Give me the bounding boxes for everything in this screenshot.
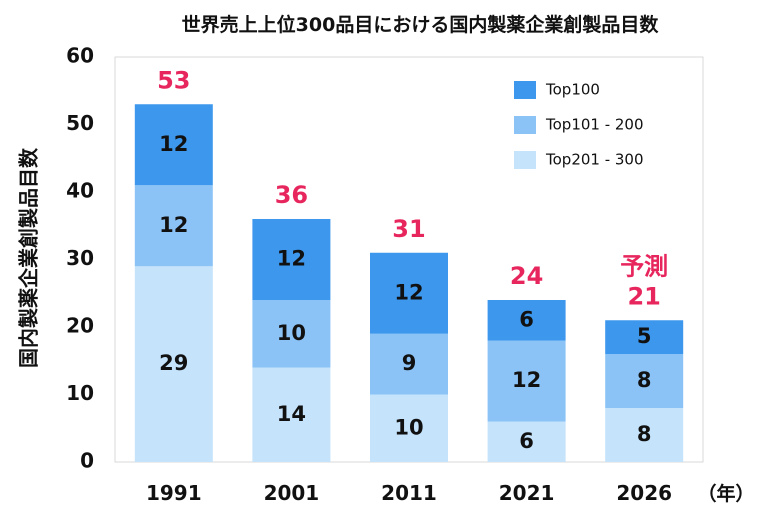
bar-segment — [134, 185, 213, 267]
legend-label: Top101 - 200 — [545, 116, 644, 134]
bar-segment — [605, 320, 684, 354]
chart-title: 世界売上上位300品目における国内製薬企業創製品目数 — [182, 13, 660, 36]
legend-label: Top201 - 300 — [545, 151, 644, 169]
bar-value-label: 12 — [159, 213, 188, 237]
bar-value-label: 8 — [637, 368, 652, 392]
x-axis: 1991 2001 2011 2021 2026 — [146, 481, 672, 505]
bar-value-label: 12 — [394, 280, 423, 304]
bar-value-label: 8 — [637, 422, 652, 446]
bar-value-label: 12 — [159, 132, 188, 156]
legend-label: Top100 — [545, 81, 600, 99]
bar-value-label: 12 — [277, 247, 306, 271]
bar-total-label: 53 — [157, 66, 190, 94]
y-tick-label: 0 — [80, 449, 94, 473]
bar-value-label: 10 — [394, 415, 423, 439]
bar-segment — [252, 367, 331, 462]
bar-total-label: 36 — [275, 181, 308, 209]
bar-total-label: 21 — [627, 282, 660, 310]
bar-value-label: 12 — [512, 368, 541, 392]
x-tick-label: 2021 — [499, 481, 555, 505]
x-tick-label: 2001 — [264, 481, 320, 505]
bar-segment — [370, 333, 448, 395]
bar-segment — [134, 266, 213, 462]
x-tick-label: 2026 — [616, 481, 672, 505]
bar-segment — [252, 300, 331, 368]
y-tick-label: 40 — [66, 179, 94, 203]
x-tick-label: 1991 — [146, 481, 202, 505]
bar-value-label: 14 — [277, 402, 306, 426]
bar-segment — [370, 252, 448, 334]
y-tick-label: 10 — [66, 381, 94, 405]
bar-value-label: 9 — [402, 351, 417, 375]
legend-swatch — [514, 151, 536, 169]
bar-segment — [487, 300, 566, 341]
y-tick-label: 50 — [66, 111, 94, 135]
bar-segment — [370, 394, 448, 462]
bar-segment — [487, 421, 566, 462]
y-tick-label: 20 — [66, 314, 94, 338]
bar-value-label: 29 — [159, 351, 188, 375]
y-tick-label: 60 — [66, 44, 94, 68]
legend-swatch — [514, 81, 536, 99]
forecast-annotation: 予測 — [620, 252, 668, 280]
y-tick-label: 30 — [66, 246, 94, 270]
x-axis-unit: （年） — [697, 482, 754, 505]
bar-total-label: 31 — [392, 215, 425, 243]
y-axis: 0 10 20 30 40 50 60 — [66, 44, 94, 473]
bar-value-label: 6 — [519, 429, 534, 453]
bar-segment — [605, 408, 684, 462]
bar-segment — [252, 219, 331, 300]
legend: Top100 Top101 - 200 Top201 - 300 — [514, 81, 644, 169]
x-tick-label: 2011 — [381, 481, 437, 505]
bar-segment — [134, 104, 213, 186]
bar-value-label: 6 — [519, 307, 534, 331]
bar-segment — [487, 340, 566, 422]
bar-total-label: 24 — [510, 262, 543, 290]
bar-segment — [605, 354, 684, 408]
legend-swatch — [514, 116, 536, 134]
bar-value-label: 10 — [277, 321, 306, 345]
bar-value-label: 5 — [637, 324, 652, 348]
y-axis-label: 国内製薬企業創製品目数 — [17, 147, 41, 368]
